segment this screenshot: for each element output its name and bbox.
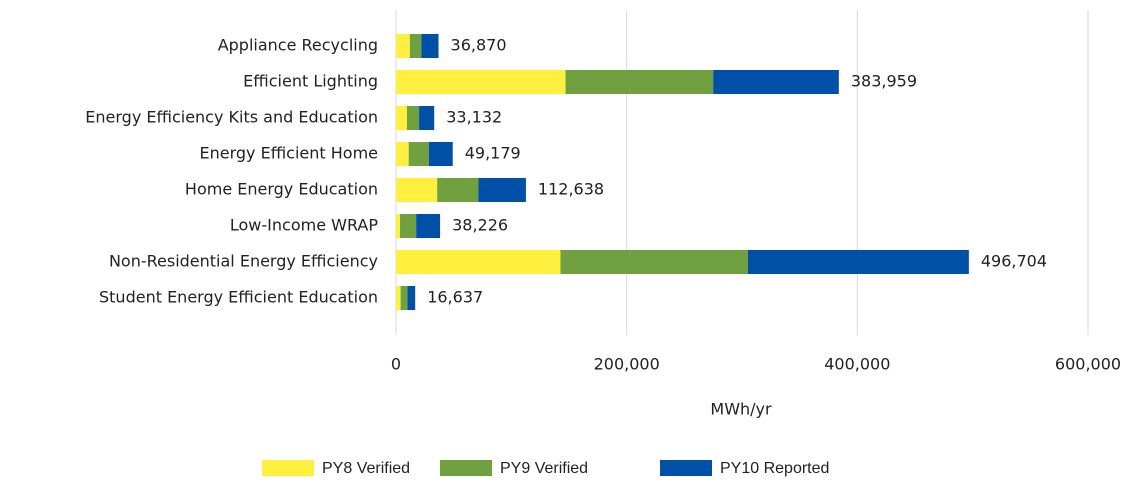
bar-segment <box>428 142 453 166</box>
bar-segment <box>419 106 435 130</box>
category-label: Low-Income WRAP <box>230 216 378 235</box>
bar-segment <box>713 70 839 94</box>
bar-segment <box>408 142 429 166</box>
legend-swatch <box>262 460 314 476</box>
category-label: Student Energy Efficient Education <box>99 288 378 307</box>
total-label: 16,637 <box>427 288 483 307</box>
x-tick-label: 0 <box>391 355 401 374</box>
category-label: Energy Efficiency Kits and Education <box>85 108 378 127</box>
category-label: Efficient Lighting <box>243 72 378 91</box>
total-label: 112,638 <box>538 180 604 199</box>
total-label: 38,226 <box>452 216 508 235</box>
bar-segment <box>400 286 408 310</box>
bar-segment <box>396 214 401 238</box>
bar-segment <box>396 106 407 130</box>
bar-segment <box>560 250 748 274</box>
bar-segment <box>396 34 410 58</box>
bar-segment <box>400 214 417 238</box>
legend-swatch <box>440 460 492 476</box>
bar-segment <box>747 250 969 274</box>
x-tick-label: 400,000 <box>824 355 890 374</box>
category-label: Appliance Recycling <box>218 36 378 55</box>
bar-segment <box>396 286 401 310</box>
bar-segment <box>478 178 526 202</box>
total-label: 33,132 <box>446 108 502 127</box>
bar-segment <box>396 250 561 274</box>
bar-segment <box>406 106 420 130</box>
bar-segment <box>437 178 479 202</box>
category-label: Non-Residential Energy Efficiency <box>109 252 378 271</box>
category-label: Energy Efficient Home <box>199 144 378 163</box>
legend-label: PY8 Verified <box>322 460 410 477</box>
bar-segment <box>565 70 714 94</box>
bar-segment <box>396 70 566 94</box>
bar-segment <box>407 286 416 310</box>
x-tick-label: 600,000 <box>1055 355 1121 374</box>
bar-segment <box>416 214 441 238</box>
x-axis-title: MWh/yr <box>710 400 772 419</box>
category-label: Home Energy Education <box>185 180 378 199</box>
total-label: 36,870 <box>451 36 507 55</box>
bar-segment <box>396 142 409 166</box>
total-label: 383,959 <box>851 72 917 91</box>
legend-label: PY10 Reported <box>720 460 829 477</box>
legend-label: PY9 Verified <box>500 460 588 477</box>
bar-segment <box>396 178 438 202</box>
total-label: 496,704 <box>981 252 1047 271</box>
legend-swatch <box>660 460 712 476</box>
bar-segment <box>421 34 439 58</box>
total-label: 49,179 <box>465 144 521 163</box>
x-tick-label: 200,000 <box>594 355 660 374</box>
bar-segment <box>409 34 422 58</box>
